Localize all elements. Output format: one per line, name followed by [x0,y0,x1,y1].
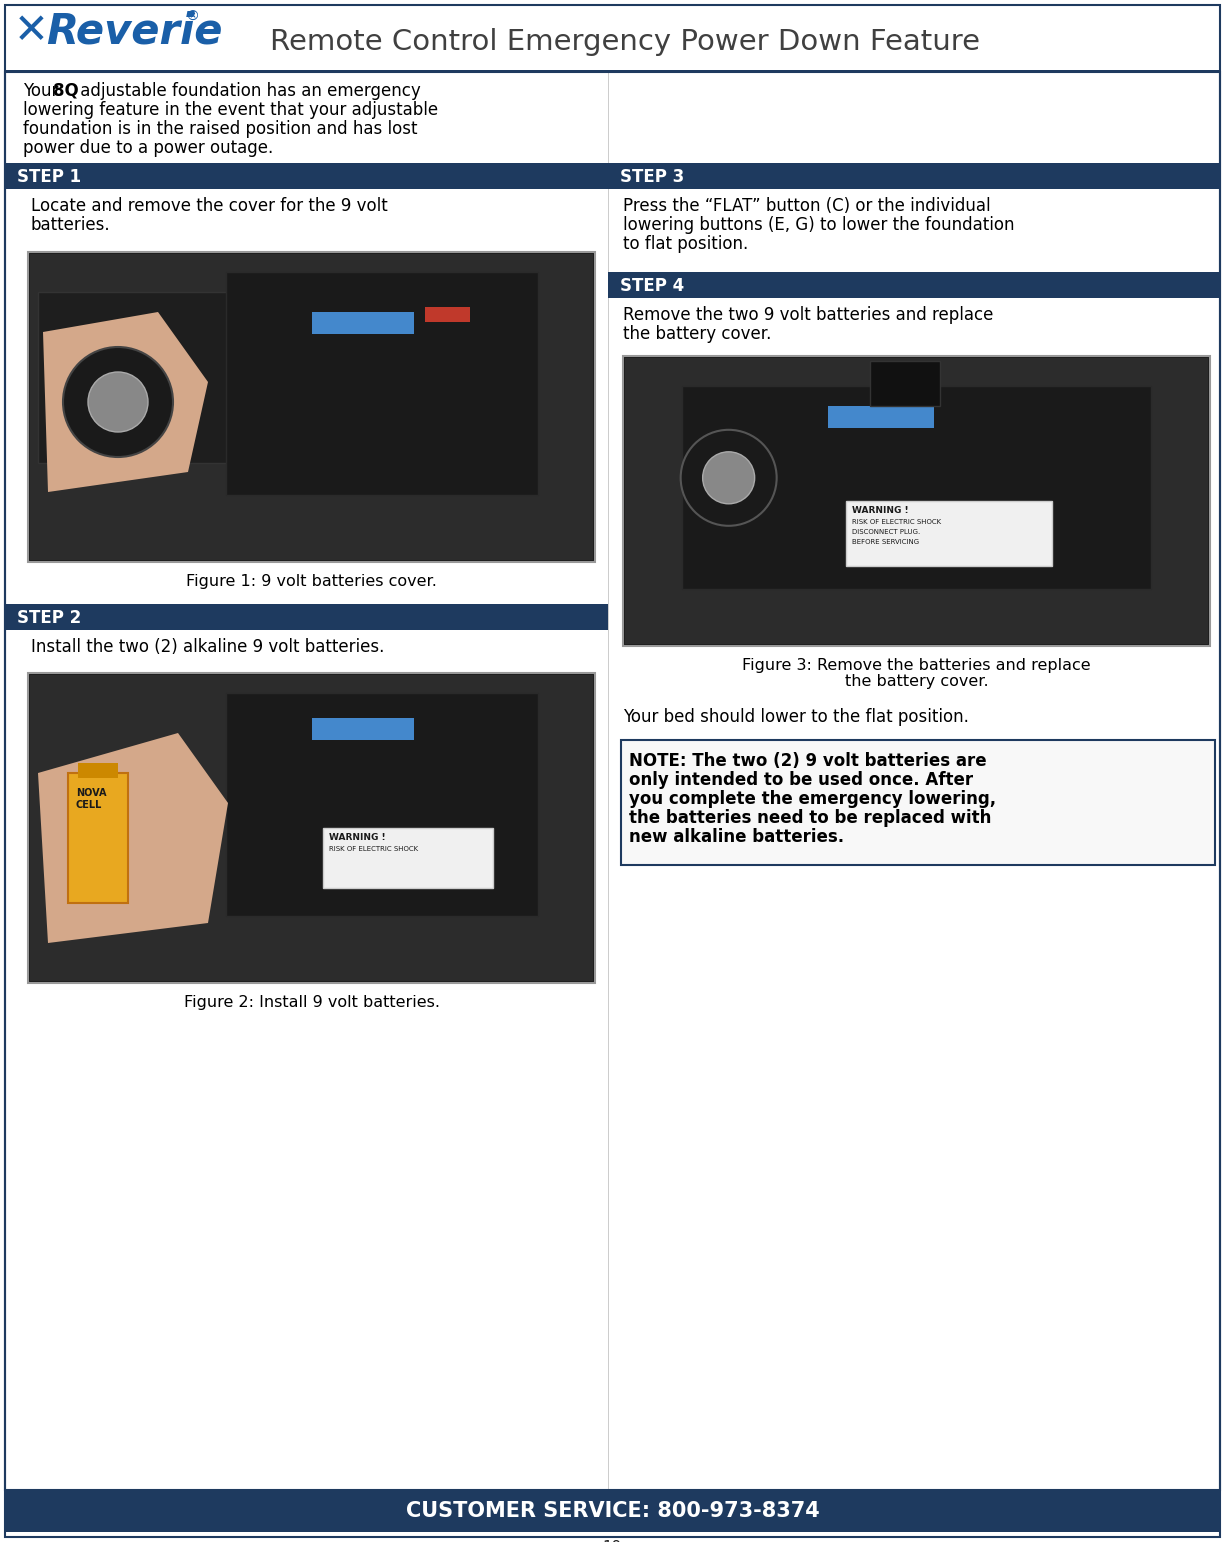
Bar [29,254,593,560]
Text: STEP 3: STEP 3 [620,168,685,187]
Circle shape [681,430,777,526]
Text: lowering feature in the event that your adjustable: lowering feature in the event that your … [23,100,439,119]
Bar [227,271,538,495]
Bar [425,307,470,322]
Text: 8Q: 8Q [53,82,78,100]
Text: STEP 4: STEP 4 [620,278,685,295]
Text: CUSTOMER SERVICE: 800-973-8374: CUSTOMER SERVICE: 800-973-8374 [405,1500,820,1520]
Bar [5,163,608,190]
Text: adjustable foundation has an emergency: adjustable foundation has an emergency [75,82,420,100]
Text: RISK OF ELECTRIC SHOCK: RISK OF ELECTRIC SHOCK [328,847,418,853]
Text: DISCONNECT PLUG.: DISCONNECT PLUG. [851,529,920,535]
Text: lowering buttons (E, G) to lower the foundation: lowering buttons (E, G) to lower the fou… [624,216,1014,234]
Text: ®: ® [185,9,198,25]
Text: 19: 19 [603,1540,622,1542]
Text: new alkaline batteries.: new alkaline batteries. [628,828,844,847]
Bar [5,1490,1220,1533]
Bar [608,163,1220,190]
Text: WARNING !: WARNING ! [851,506,909,515]
Bar [69,773,127,904]
Bar [28,672,595,982]
Bar [846,501,1051,566]
Polygon shape [38,732,228,944]
Text: Figure 2: Install 9 volt batteries.: Figure 2: Install 9 volt batteries. [184,995,440,1010]
Text: you complete the emergency lowering,: you complete the emergency lowering, [628,790,996,808]
Bar [29,675,593,981]
Bar [38,291,293,463]
Text: Figure 3: Remove the batteries and replace: Figure 3: Remove the batteries and repla… [742,658,1090,672]
Bar [608,271,1220,298]
Text: only intended to be used once. After: only intended to be used once. After [628,771,973,790]
Text: STEP 2: STEP 2 [17,609,81,628]
Bar [28,251,595,561]
Bar [828,406,935,429]
Circle shape [62,347,173,456]
Text: Remove the two 9 volt batteries and replace: Remove the two 9 volt batteries and repl… [624,305,993,324]
Bar [323,828,492,888]
Text: STEP 1: STEP 1 [17,168,81,187]
Text: Press the “FLAT” button (C) or the individual: Press the “FLAT” button (C) or the indiv… [624,197,991,214]
Circle shape [88,372,148,432]
Text: ✕: ✕ [13,9,49,52]
Text: power due to a power outage.: power due to a power outage. [23,139,273,157]
Bar [311,311,414,335]
Text: Remote Control Emergency Power Down Feature: Remote Control Emergency Power Down Feat… [270,28,980,56]
Text: Figure 1: 9 volt batteries cover.: Figure 1: 9 volt batteries cover. [186,574,437,589]
Text: Locate and remove the cover for the 9 volt: Locate and remove the cover for the 9 vo… [31,197,388,214]
Text: to flat position.: to flat position. [624,234,748,253]
Bar [621,740,1215,865]
Bar [5,69,1220,72]
Bar [870,361,940,406]
Circle shape [703,452,755,504]
Bar [624,356,1210,646]
Text: Reverie: Reverie [47,9,223,52]
Text: foundation is in the raised position and has lost: foundation is in the raised position and… [23,120,418,137]
Bar [311,719,414,740]
Text: RISK OF ELECTRIC SHOCK: RISK OF ELECTRIC SHOCK [851,520,941,524]
Text: NOTE: The two (2) 9 volt batteries are: NOTE: The two (2) 9 volt batteries are [628,752,986,769]
Bar [5,604,608,631]
Bar [78,763,118,779]
Text: Your bed should lower to the flat position.: Your bed should lower to the flat positi… [624,708,969,726]
Text: the battery cover.: the battery cover. [624,325,772,342]
Bar [625,358,1208,645]
Text: the batteries need to be replaced with: the batteries need to be replaced with [628,810,991,827]
Text: batteries.: batteries. [31,216,110,234]
Bar [681,386,1152,589]
Polygon shape [43,311,208,492]
Text: NOVA
CELL: NOVA CELL [76,788,107,810]
Text: Your: Your [23,82,64,100]
Text: the battery cover.: the battery cover. [845,674,989,689]
Bar [227,692,538,916]
Text: BEFORE SERVICING: BEFORE SERVICING [851,540,919,544]
Text: WARNING !: WARNING ! [328,833,385,842]
Text: Install the two (2) alkaline 9 volt batteries.: Install the two (2) alkaline 9 volt batt… [31,638,385,655]
